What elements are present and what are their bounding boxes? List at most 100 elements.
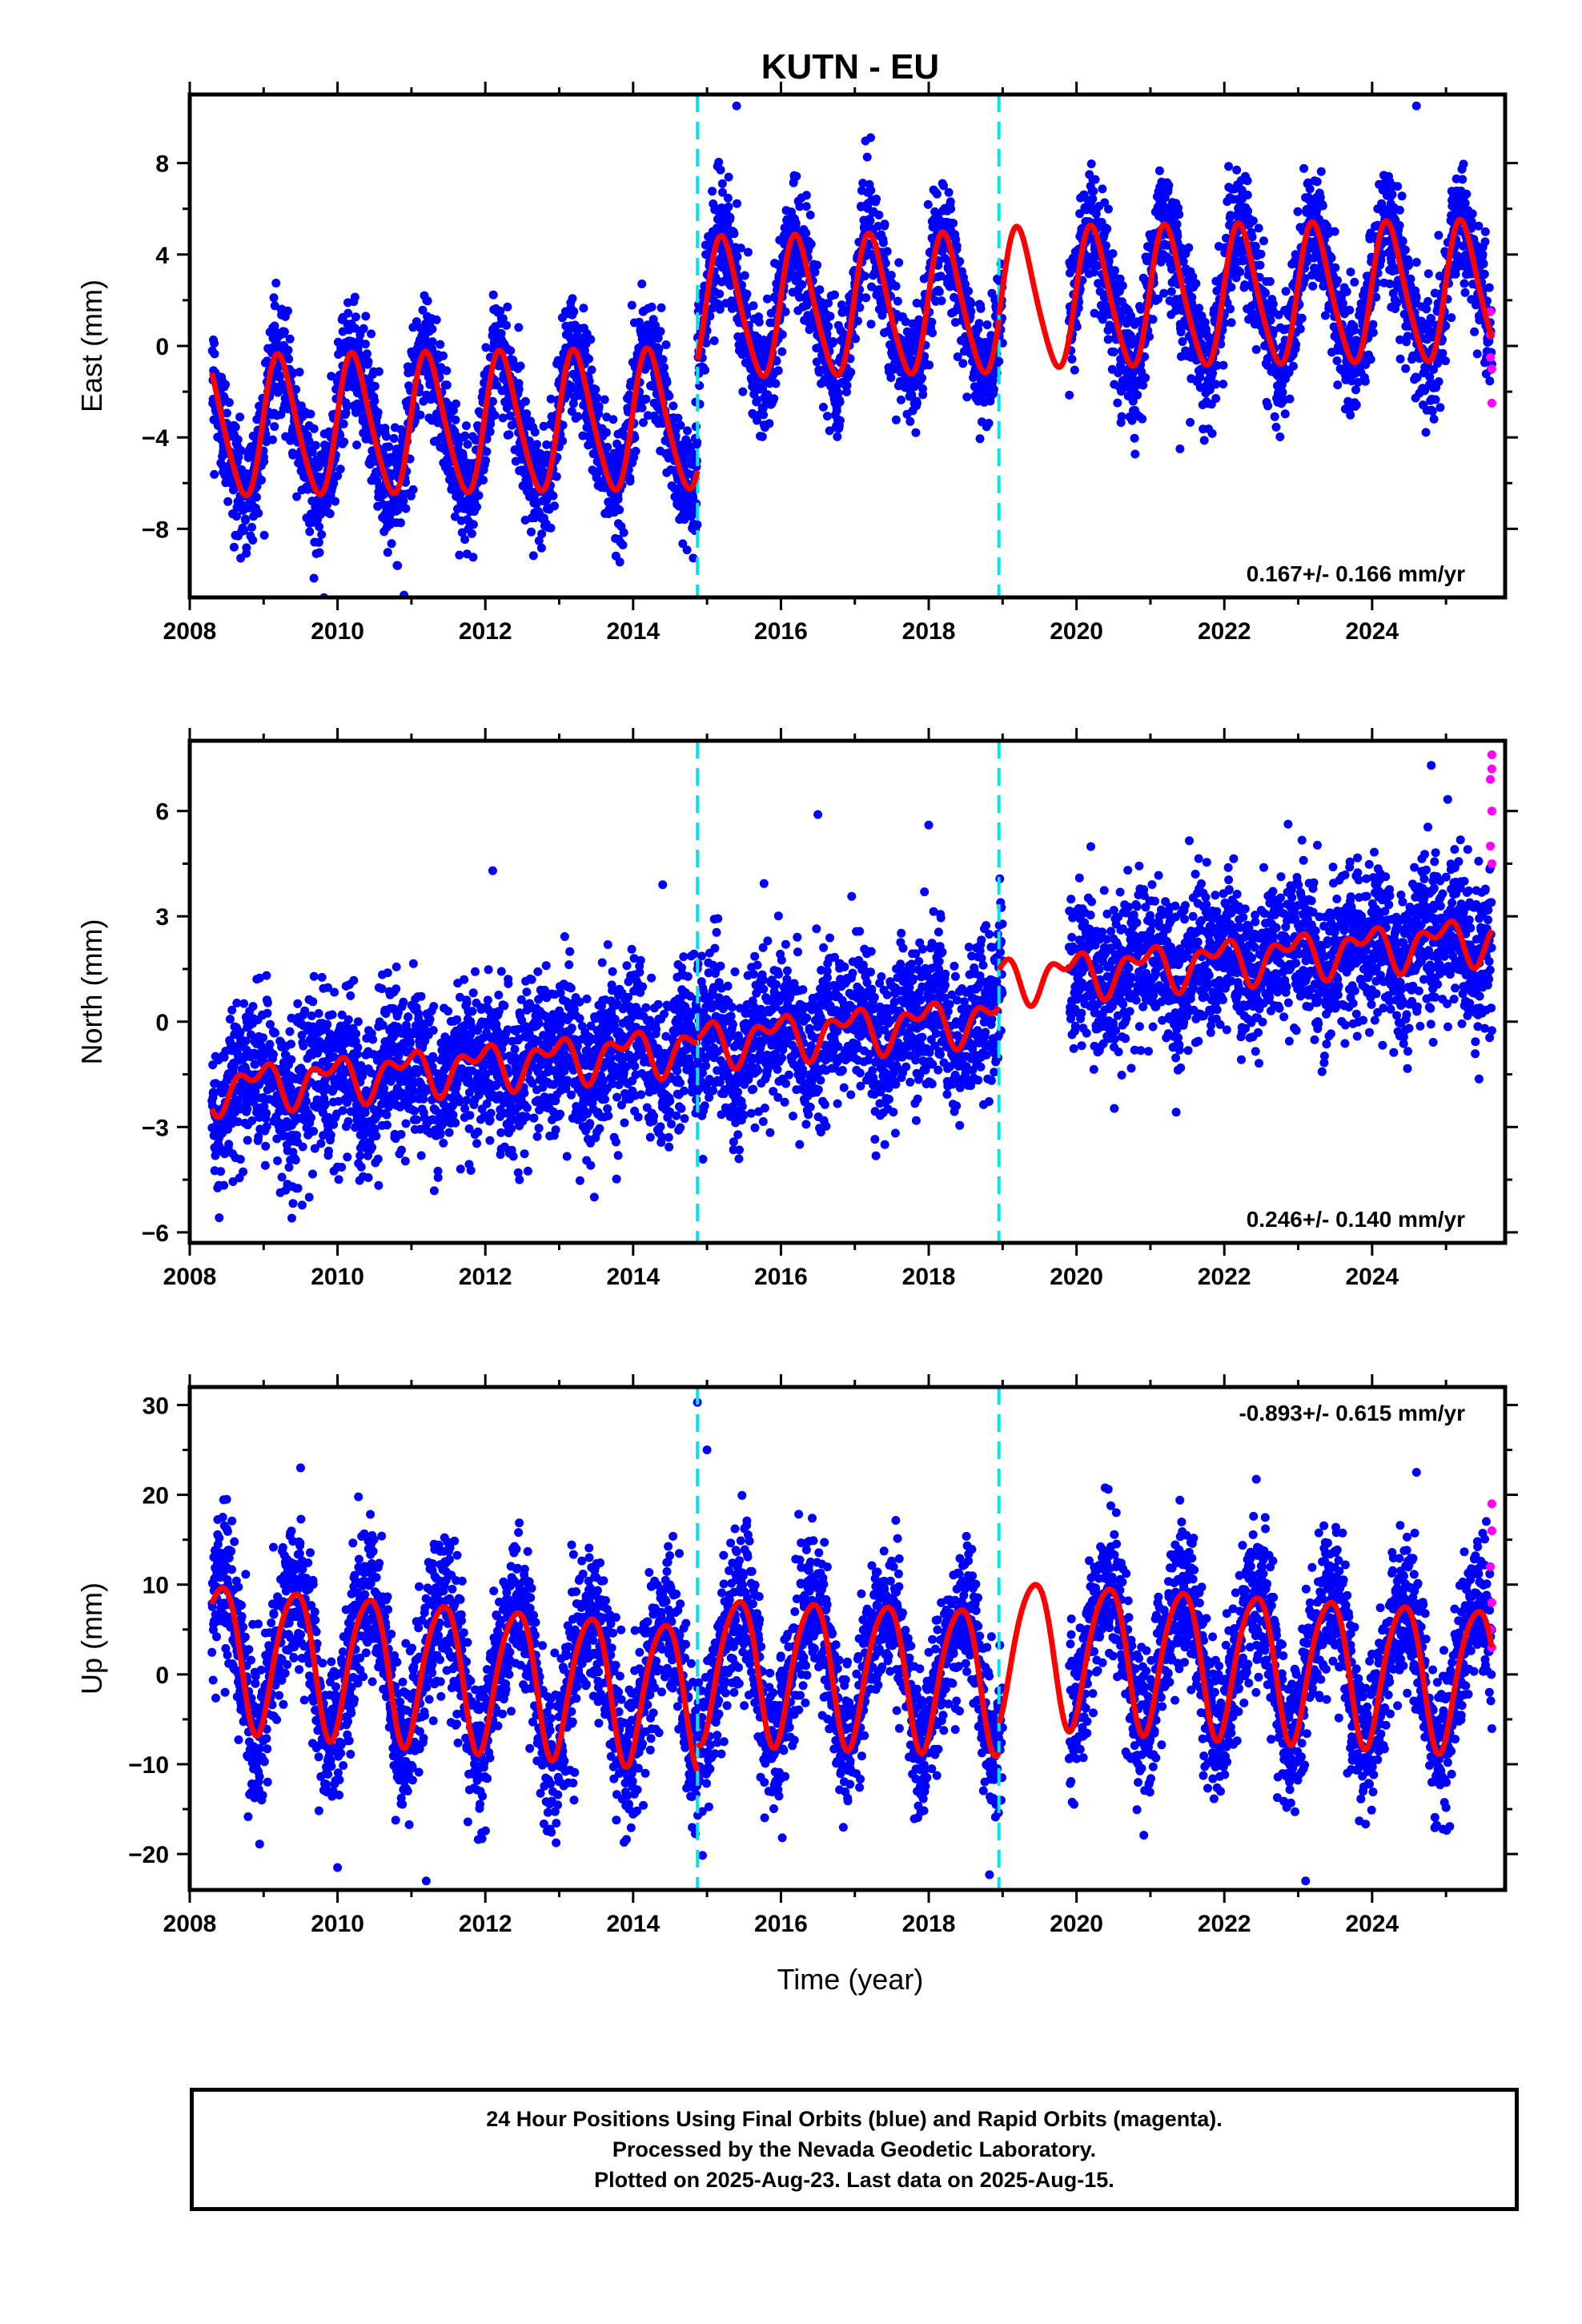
data-point	[824, 322, 833, 332]
data-point	[408, 485, 418, 494]
data-point	[1280, 409, 1290, 419]
data-point	[795, 202, 805, 211]
data-point	[771, 379, 781, 388]
data-point	[1174, 210, 1184, 219]
data-point	[1254, 223, 1263, 233]
data-point	[815, 285, 825, 295]
data-point	[1211, 394, 1221, 403]
data-point	[586, 335, 596, 344]
data-point	[463, 440, 472, 449]
data-point	[861, 293, 871, 303]
data-point	[912, 399, 921, 408]
data-point	[285, 334, 295, 344]
data-point	[393, 561, 403, 570]
data-point	[918, 390, 928, 400]
data-point	[851, 334, 861, 344]
data-point	[361, 340, 370, 349]
data-point	[724, 202, 733, 211]
data-point	[1299, 163, 1309, 173]
data-point	[1285, 394, 1295, 404]
data-point	[232, 512, 241, 521]
data-point	[801, 191, 811, 200]
data-point	[600, 395, 609, 404]
data-point	[917, 373, 926, 383]
data-point	[753, 416, 761, 425]
data-point	[737, 280, 746, 290]
data-point	[866, 186, 876, 195]
data-point	[1110, 348, 1118, 356]
data-point	[591, 384, 600, 394]
data-point	[1117, 412, 1126, 421]
data-point	[725, 212, 735, 222]
data-point	[380, 424, 390, 433]
data-point	[661, 340, 671, 349]
data-point	[762, 294, 772, 304]
data-point	[231, 422, 240, 432]
data-point	[221, 380, 231, 389]
data-point	[568, 294, 577, 304]
data-point	[461, 421, 471, 431]
data-point	[1089, 187, 1098, 196]
data-point	[862, 152, 872, 162]
data-point	[283, 345, 293, 355]
data-point	[343, 401, 352, 411]
data-point	[584, 354, 593, 364]
data-point	[683, 426, 693, 436]
data-point	[275, 372, 284, 382]
data-point	[505, 411, 515, 420]
data-point	[1318, 201, 1327, 211]
data-point	[432, 315, 441, 324]
data-point	[1088, 194, 1098, 203]
data-point	[317, 530, 327, 539]
data-point	[641, 394, 651, 404]
data-point	[806, 239, 816, 249]
data-point	[923, 199, 933, 209]
data-point	[1113, 398, 1122, 408]
data-point	[514, 384, 524, 394]
data-point	[729, 229, 739, 239]
data-point	[315, 548, 324, 557]
data-point	[1248, 216, 1258, 226]
data-point	[1136, 304, 1146, 314]
data-point	[257, 476, 267, 485]
data-point	[682, 545, 692, 555]
data-point	[1275, 432, 1285, 441]
data-point	[1270, 412, 1279, 421]
data-point	[1259, 236, 1268, 246]
data-point	[639, 418, 648, 428]
data-point	[1297, 313, 1307, 323]
data-point	[1308, 281, 1318, 291]
data-point	[1305, 184, 1315, 194]
data-point	[693, 437, 702, 447]
data-point	[236, 604, 245, 613]
data-point	[454, 439, 464, 448]
data-point	[740, 271, 749, 280]
data-point	[239, 525, 249, 535]
data-point	[451, 512, 460, 521]
data-point	[824, 299, 833, 308]
data-point	[252, 493, 261, 502]
data-point	[1333, 380, 1343, 390]
data-point	[905, 416, 915, 426]
data-point	[753, 396, 762, 404]
data-point	[492, 380, 501, 390]
data-point	[488, 396, 497, 406]
data-point	[542, 496, 552, 505]
data-point	[830, 290, 839, 300]
data-point	[984, 419, 994, 428]
data-point	[1401, 364, 1411, 373]
data-point	[418, 305, 428, 315]
data-point	[801, 228, 811, 238]
data-point	[314, 537, 323, 547]
data-point	[1108, 249, 1118, 259]
data-point	[1186, 417, 1195, 427]
data-point	[1360, 376, 1370, 386]
data-point	[662, 377, 672, 387]
data-point	[363, 357, 373, 366]
data-point	[532, 440, 541, 449]
data-point	[548, 491, 558, 501]
data-point	[401, 504, 411, 513]
data-point	[631, 446, 640, 456]
data-point	[1263, 401, 1273, 411]
data-point	[810, 267, 820, 277]
